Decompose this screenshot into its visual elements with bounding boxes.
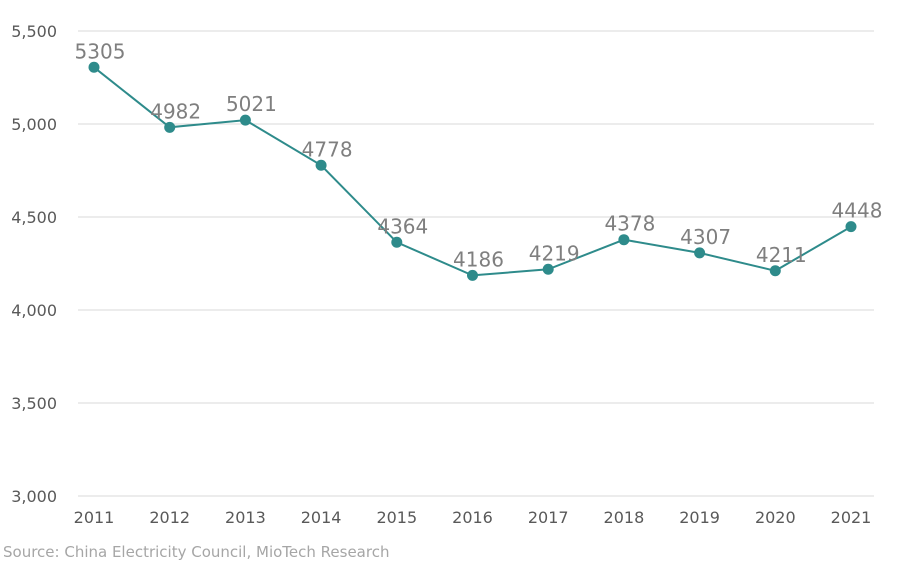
data-label: 5305 (75, 39, 126, 63)
data-point (694, 247, 706, 259)
data-label: 4982 (150, 99, 201, 123)
x-tick-label: 2018 (604, 508, 645, 527)
data-point (618, 234, 630, 246)
data-label: 5021 (226, 92, 277, 116)
data-point (391, 236, 403, 248)
x-tick-label: 2017 (528, 508, 569, 527)
x-tick-label: 2013 (225, 508, 266, 527)
data-label: 4364 (377, 214, 428, 238)
series-line (93, 66, 852, 277)
data-point (467, 269, 478, 281)
y-tick-label: 4,500 (11, 208, 57, 227)
data-label: 4378 (604, 212, 655, 236)
x-tick-label: 2014 (301, 508, 342, 527)
data-label: 4211 (756, 243, 807, 267)
data-point (315, 159, 327, 171)
source-note: Source: China Electricity Council, MioTe… (3, 543, 390, 561)
x-tick-label: 2012 (149, 508, 190, 527)
data-label: 4219 (529, 241, 580, 265)
data-point (239, 114, 251, 126)
data-label: 4186 (453, 247, 504, 271)
y-tick-label: 3,000 (11, 487, 57, 506)
x-tick-label: 2020 (755, 508, 796, 527)
y-tick-label: 4,000 (11, 301, 57, 320)
y-tick-label: 5,000 (11, 115, 57, 134)
x-tick-label: 2019 (679, 508, 720, 527)
data-point (542, 263, 554, 275)
x-tick-label: 2016 (452, 508, 493, 527)
data-point (845, 221, 857, 233)
data-label: 4448 (832, 199, 883, 223)
y-tick-label: 3,500 (11, 394, 57, 413)
data-point (88, 61, 100, 73)
data-point (769, 265, 781, 277)
data-label: 4778 (302, 137, 353, 161)
data-label: 4307 (680, 225, 731, 249)
x-tick-label: 2011 (74, 508, 115, 527)
y-tick-label: 5,500 (11, 22, 57, 41)
x-tick-label: 2021 (831, 508, 872, 527)
data-point (164, 121, 176, 133)
x-tick-label: 2015 (376, 508, 417, 527)
